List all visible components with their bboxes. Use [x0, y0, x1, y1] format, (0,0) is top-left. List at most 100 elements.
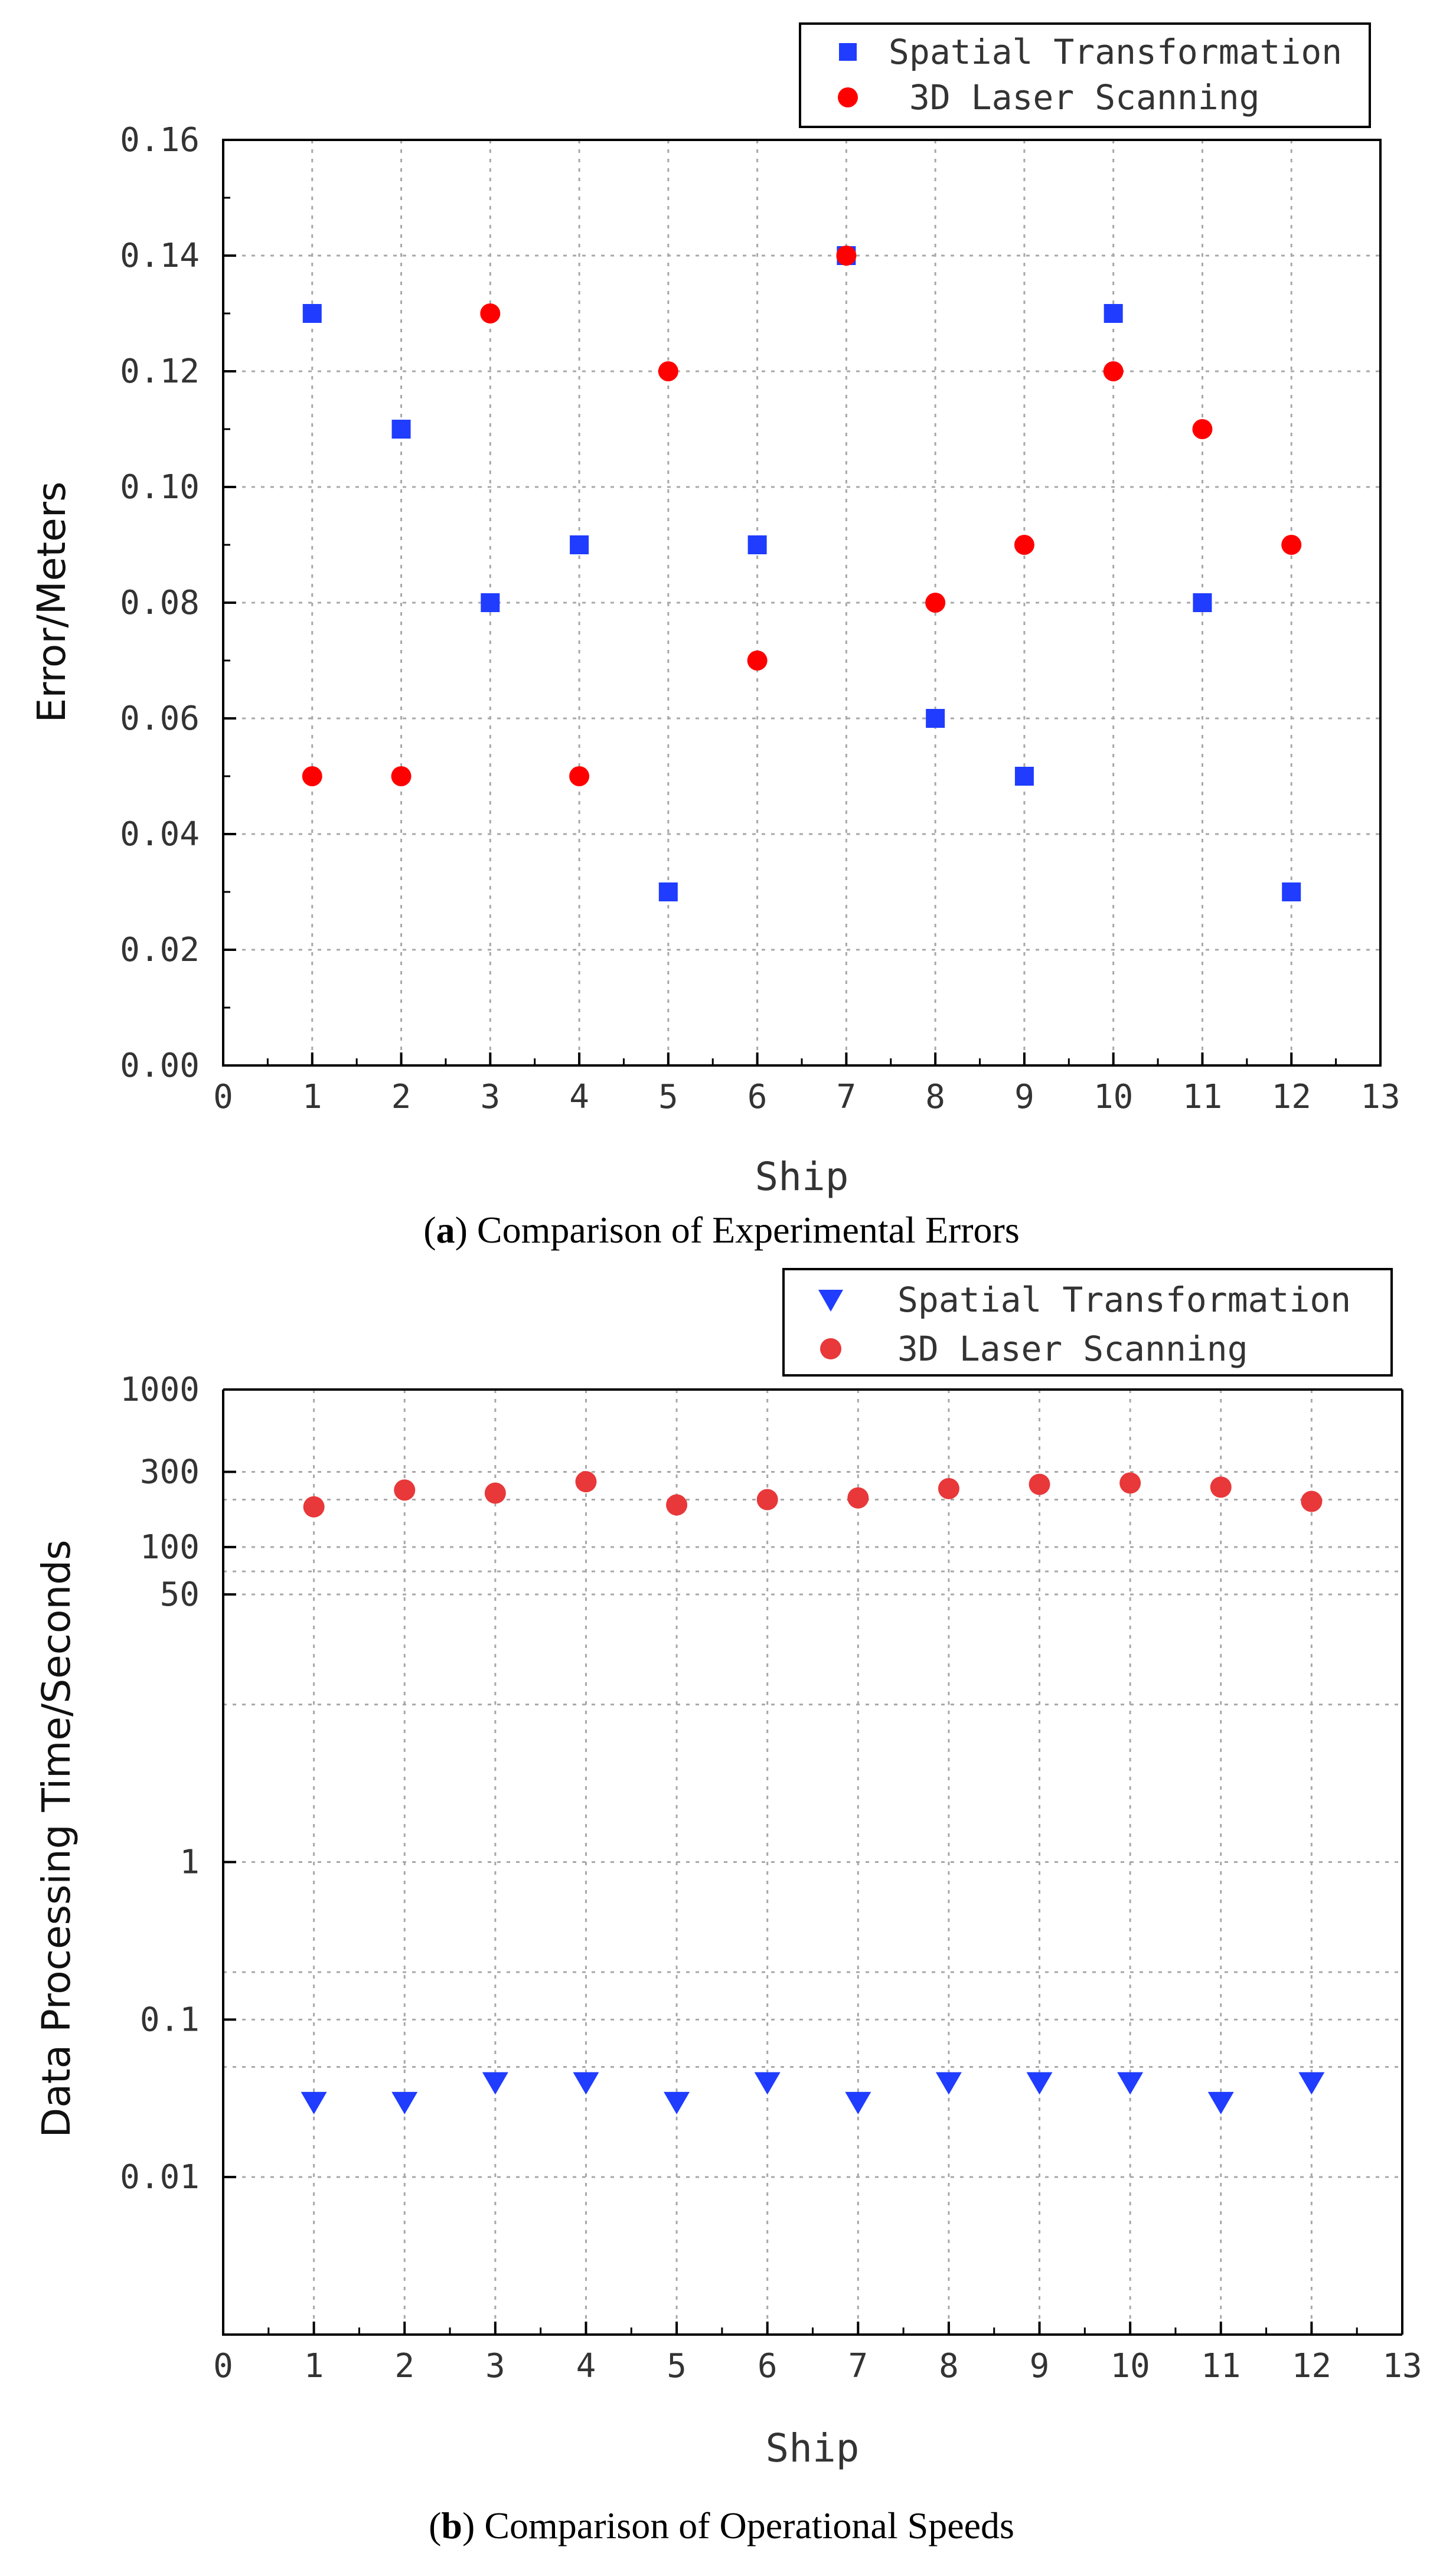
panel-a-point-spatial	[391, 420, 411, 439]
panel-b-point-laser	[666, 1494, 688, 1516]
panel-b-point-spatial	[1207, 2091, 1234, 2114]
panel-b-point-laser	[1210, 1476, 1232, 1498]
panel-b-point-spatial	[573, 2072, 599, 2095]
panel-b-x-tick-label: 5	[667, 2347, 687, 2385]
panel-a-legend-label-spatial: Spatial Transformation	[889, 32, 1342, 72]
panel-a-caption-label: a	[436, 1209, 455, 1251]
panel-b-y-tick-label: 0.1	[140, 2000, 200, 2039]
panel-a-y-tick-label: 0.02	[120, 931, 200, 969]
panel-b-point-spatial	[1117, 2072, 1144, 2095]
panel-a-legend: Spatial Transformation 3D Laser Scanning	[799, 22, 1371, 128]
panel-a-point-spatial	[1193, 593, 1212, 612]
panel-b-x-tick-label: 0	[213, 2347, 233, 2385]
panel-b-x-tick-label: 3	[485, 2347, 505, 2385]
panel-b-point-laser	[303, 1496, 325, 1518]
panel-a-point-laser	[1192, 419, 1213, 439]
panel-b-points	[301, 1471, 1325, 2114]
panel-b-point-spatial	[845, 2091, 871, 2114]
panel-a-x-tick-label: 11	[1183, 1078, 1222, 1116]
panel-a-y-tick-label: 0.04	[120, 815, 200, 854]
panel-b-legend-marker-spatial	[818, 1290, 843, 1312]
panel-a-point-laser	[1103, 361, 1124, 381]
panel-a-point-laser	[302, 766, 322, 786]
panel-a-legend-marker-laser	[838, 87, 858, 107]
panel-b-x-tick-label: 6	[758, 2347, 778, 2385]
panel-a-y-tick-label: 0.08	[120, 584, 200, 622]
panel-b-point-laser	[847, 1487, 869, 1509]
panel-b-x-tick-label: 13	[1382, 2347, 1422, 2385]
panel-b-point-laser	[1301, 1490, 1323, 1512]
panel-a-point-spatial	[570, 535, 589, 554]
panel-a-point-spatial	[747, 535, 767, 554]
panel-b-point-laser	[394, 1479, 416, 1501]
panel-b-legend-box	[782, 1268, 1393, 1377]
panel-b-grid	[223, 1390, 1402, 2335]
panel-a-point-spatial	[481, 593, 500, 612]
panel-a-y-ticks: 0.00 0.02 0.04 0.06 0.08 0.10 0.12 0.14 0.16	[120, 121, 236, 1085]
panel-a-x-tick-label: 2	[391, 1078, 412, 1116]
panel-b-chart: 0 1 2 3 4 5 6 7 8 9 10 11 12 13 10003001005010.10.01 …	[34, 1268, 1422, 2546]
panel-b-caption: (b) Comparison of Operational Speeds	[429, 2505, 1014, 2546]
panel-a-x-ticks: 0 1 2 3 4 5 6 7 8 9 10 11 12 13	[213, 1052, 1400, 1116]
panel-a-x-tick-label: 4	[569, 1078, 589, 1116]
panel-b-x-tick-label: 9	[1030, 2347, 1050, 2385]
panel-a-point-laser	[1281, 535, 1302, 555]
panel-a-x-tick-label: 9	[1014, 1078, 1034, 1116]
panel-a-y-tick-label: 0.16	[120, 121, 200, 159]
panel-b-y-axis-title: Data Processing Time/Seconds	[34, 1539, 79, 2137]
panel-a-x-tick-label: 12	[1272, 1078, 1311, 1116]
panel-b-caption-label: b	[441, 2505, 462, 2546]
panel-b-point-laser	[756, 1489, 778, 1511]
panel-a-point-spatial	[1014, 767, 1034, 786]
panel-a-x-tick-label: 3	[480, 1078, 500, 1116]
panel-a-x-tick-label: 5	[658, 1078, 678, 1116]
panel-b-point-laser	[1029, 1473, 1050, 1495]
panel-b-y-tick-label: 1000	[120, 1371, 200, 1409]
panel-a-point-spatial	[926, 709, 945, 728]
panel-a-y-tick-label: 0.06	[120, 699, 200, 738]
panel-b-x-tick-label: 2	[394, 2347, 414, 2385]
panel-a-point-laser	[391, 766, 412, 786]
panel-a-point-laser	[569, 766, 590, 786]
panel-b-legend: Spatial Transformation 3D Laser Scanning	[782, 1268, 1393, 1377]
panel-a-chart: 0 1 2 3 4 5 6 7 8 9 10 11 12 13 0.000.020.040.060.080…	[29, 22, 1400, 1251]
panel-a-x-tick-label: 8	[925, 1078, 945, 1116]
panel-b-point-spatial	[301, 2091, 327, 2114]
panel-a-y-axis-title: Error/Meters	[29, 482, 74, 723]
panel-b-x-tick-label: 7	[848, 2347, 868, 2385]
panel-b-x-ticks: 0 1 2 3 4 5 6 7 8 9 10 11 12 13	[213, 2322, 1422, 2385]
panel-a-point-spatial	[1104, 304, 1123, 323]
panel-b-legend-label-spatial: Spatial Transformation	[897, 1280, 1351, 1320]
panel-b-caption-text: Comparison of Operational Speeds	[475, 2505, 1014, 2546]
panel-b-point-spatial	[391, 2091, 418, 2114]
panel-b-x-tick-label: 4	[576, 2347, 596, 2385]
panel-a-point-laser	[1014, 535, 1034, 555]
panel-a-y-tick-label: 0.14	[120, 237, 200, 275]
panel-b-legend-marker-laser	[820, 1338, 841, 1359]
panel-a-x-tick-label: 10	[1093, 1078, 1133, 1116]
panel-b-point-spatial	[482, 2072, 508, 2095]
panel-a-legend-label-laser: 3D Laser Scanning	[889, 77, 1260, 117]
panel-a-point-spatial	[1282, 882, 1301, 901]
panel-b-x-tick-label: 8	[939, 2347, 959, 2385]
panel-a-x-tick-label: 7	[837, 1078, 857, 1116]
panel-a-point-laser	[480, 303, 501, 323]
panel-b-point-laser	[484, 1482, 506, 1504]
panel-a-point-laser	[658, 361, 678, 381]
panel-b-point-spatial	[754, 2072, 781, 2095]
panel-a-y-tick-label: 0.10	[120, 468, 200, 506]
panel-a-x-tick-label: 0	[213, 1078, 233, 1116]
panel-b-x-tick-label: 12	[1292, 2347, 1331, 2385]
panel-b-y-tick-label: 300	[140, 1453, 200, 1492]
panel-b-y-ticks: 1000 300 100 50 1 0.1 0.01	[120, 1371, 236, 2196]
panel-b-point-spatial	[664, 2091, 690, 2114]
panel-a-x-tick-label: 13	[1360, 1078, 1400, 1116]
panel-a-points	[302, 246, 1302, 901]
panel-a-y-tick-label: 0.00	[120, 1047, 200, 1085]
panel-b-point-laser	[575, 1471, 597, 1493]
panel-b-point-spatial	[1298, 2072, 1325, 2095]
panel-b-y-tick-label: 0.01	[120, 2158, 200, 2196]
panel-b-point-spatial	[1026, 2072, 1053, 2095]
